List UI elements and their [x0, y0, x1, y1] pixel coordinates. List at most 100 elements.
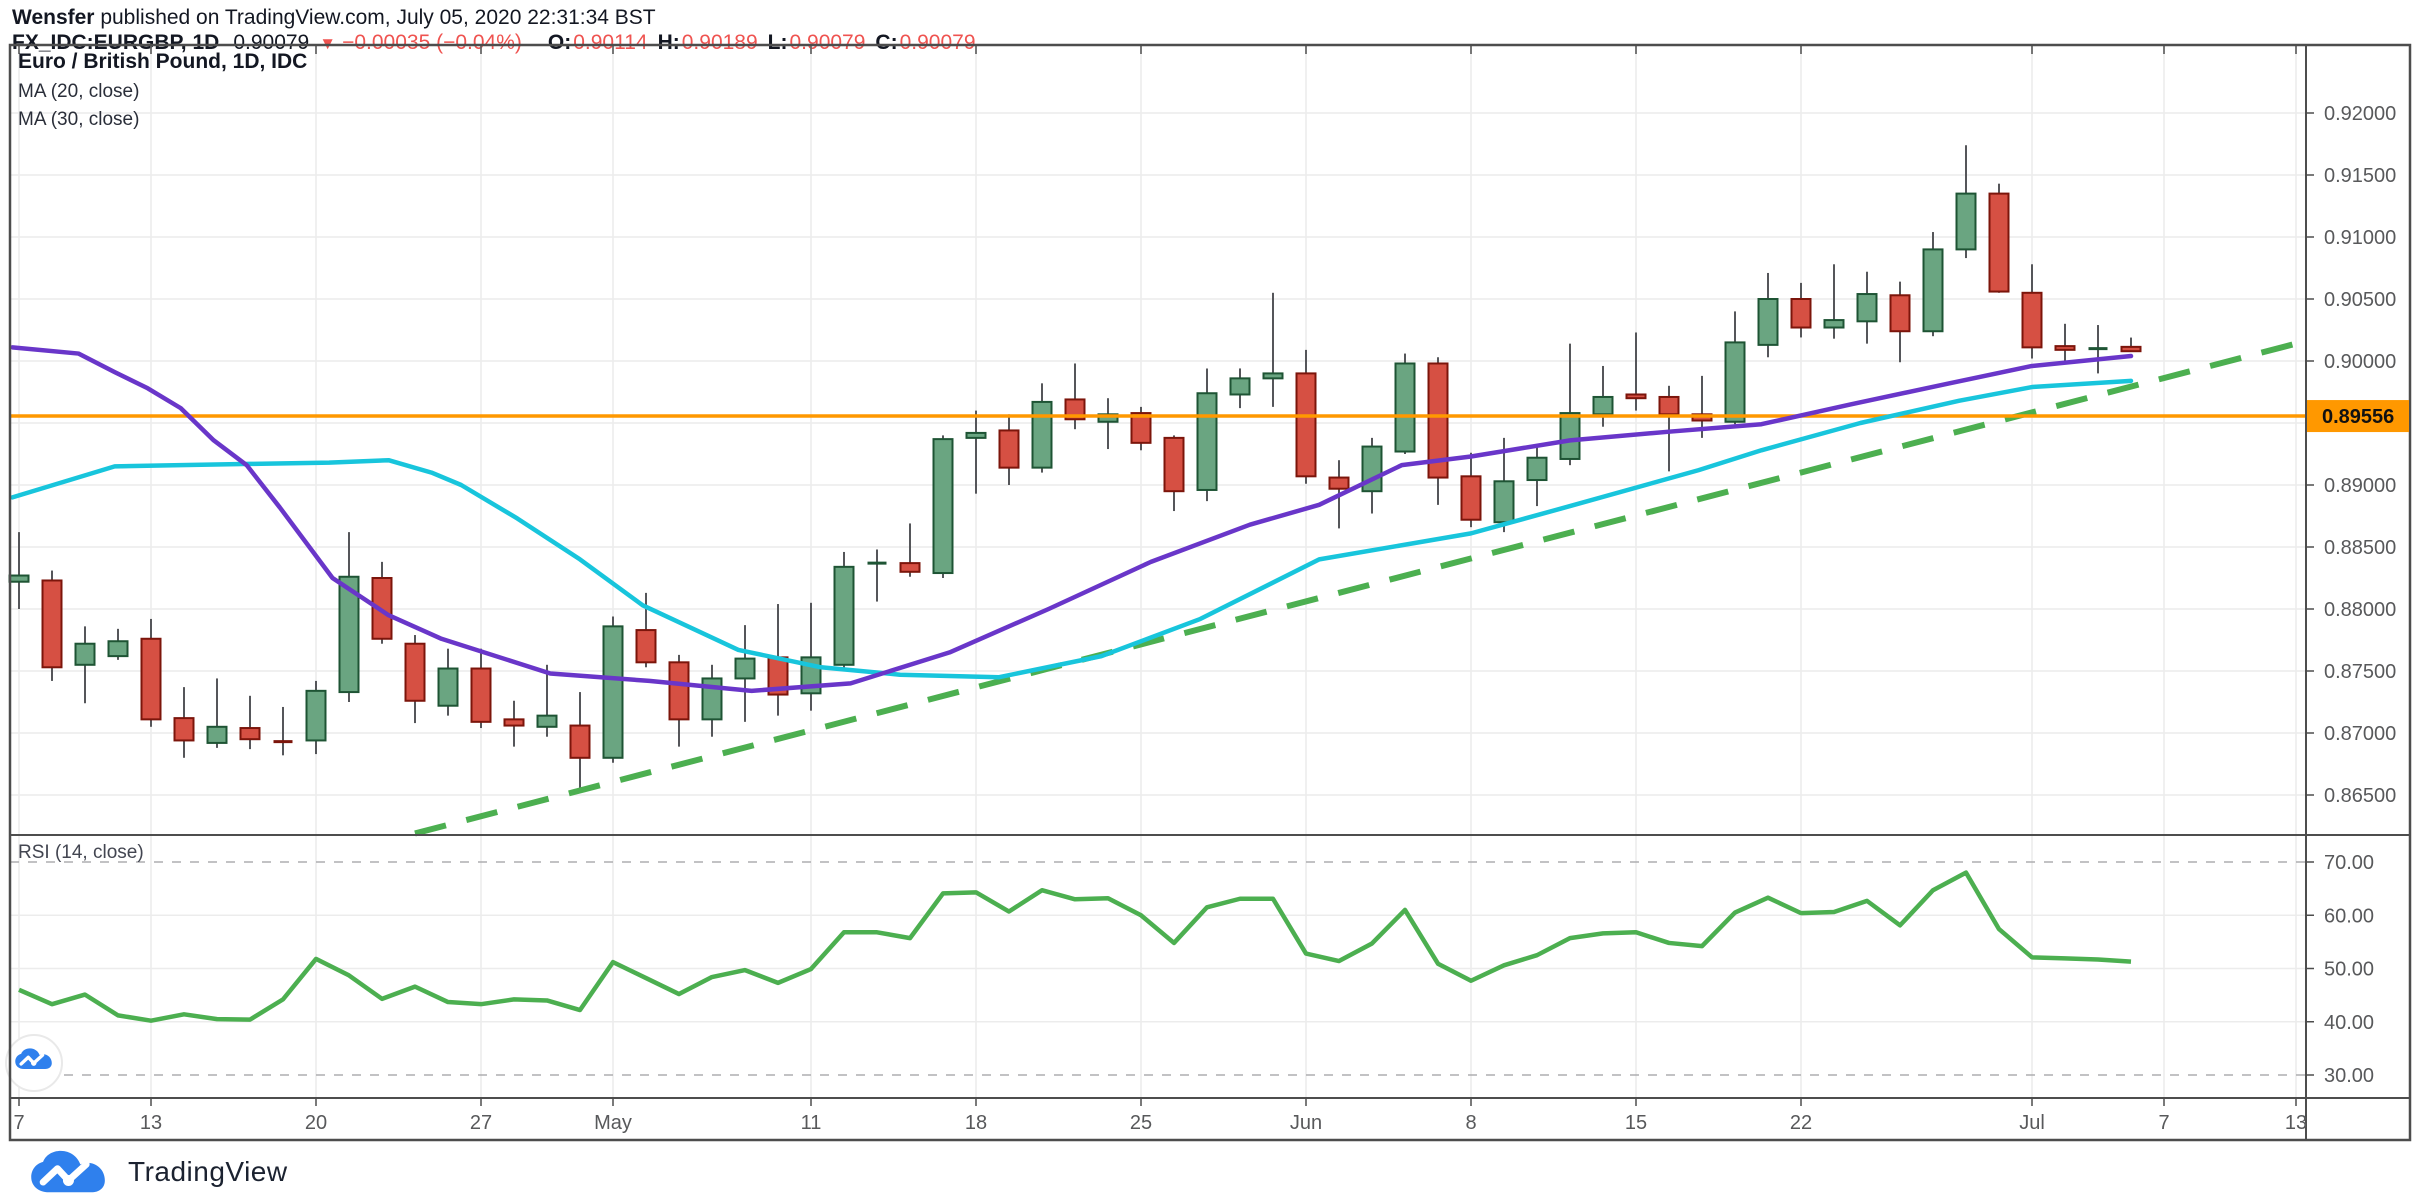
candle-body — [1724, 341, 1746, 423]
candle-body — [1955, 192, 1977, 251]
candle-body — [1658, 395, 1680, 416]
candle-body — [1295, 372, 1317, 478]
candle-body — [305, 689, 327, 742]
candle-body — [998, 429, 1020, 469]
candle-body — [503, 718, 525, 727]
ohlc-value: 0.90114 — [573, 31, 648, 54]
candle-body — [635, 629, 657, 664]
price-tick-label: 0.86500 — [2324, 785, 2396, 807]
time-tick-label[interactable]: 11 — [801, 1112, 822, 1134]
ma30-line — [10, 378, 2134, 680]
time-tick-label[interactable]: 7 — [13, 1112, 24, 1134]
author-name: Wensfer — [12, 6, 95, 29]
price-line-tag-value: 0.89556 — [2322, 406, 2394, 428]
candle-body — [1889, 294, 1911, 333]
candle-body — [1163, 436, 1185, 493]
price-change: −0.00035 (−0.04%) — [342, 31, 522, 54]
price-tick-label: 0.87000 — [2324, 723, 2396, 745]
candle-body — [668, 661, 690, 721]
candle-body — [1625, 393, 1647, 400]
price-tick-label: 0.90000 — [2324, 351, 2396, 373]
candle-body — [833, 565, 855, 666]
candle-body — [1196, 392, 1218, 491]
last-price: 0.90079 — [233, 31, 310, 54]
candle-body — [1988, 192, 2010, 293]
candle-body — [1493, 480, 1515, 524]
candle-body — [932, 438, 954, 575]
legend-ma30[interactable]: MA (30, close) — [18, 109, 140, 130]
rsi-tick-label: 40.00 — [2324, 1012, 2374, 1034]
down-triangle-icon: ▼ — [319, 34, 337, 53]
price-tick-label: 0.87500 — [2324, 661, 2396, 683]
publish-header: Wensfer published on TradingView.com, Ju… — [12, 6, 656, 30]
time-tick-label[interactable]: May — [594, 1112, 632, 1134]
time-tick-label[interactable]: 15 — [1625, 1112, 1647, 1134]
candle-body — [470, 667, 492, 723]
legend-ma20[interactable]: MA (20, close) — [18, 81, 140, 102]
candle-body — [1592, 395, 1614, 416]
ohlc-value: 0.90079 — [789, 31, 866, 54]
ma20-line — [10, 345, 2134, 694]
time-tick-label[interactable]: 7 — [2158, 1112, 2169, 1134]
time-tick-label[interactable]: Jun — [1290, 1112, 1322, 1134]
candle-body — [338, 575, 360, 694]
candle-body — [437, 667, 459, 707]
candle-body — [734, 657, 756, 680]
rsi-tick-label: 30.00 — [2324, 1065, 2374, 1087]
candle-body — [1757, 298, 1779, 346]
candle-body — [206, 725, 228, 744]
candle-body — [2054, 345, 2076, 351]
ohlc-key: O: — [547, 31, 572, 54]
candle-body — [2021, 291, 2043, 349]
candle-body — [536, 714, 558, 728]
rsi-tick-label: 60.00 — [2324, 905, 2374, 927]
time-tick-label[interactable]: 27 — [470, 1112, 492, 1134]
time-tick-label[interactable]: 18 — [965, 1112, 987, 1134]
candle-body — [1262, 372, 1284, 380]
candle-body — [1559, 412, 1581, 460]
candle-body — [140, 637, 162, 721]
candle-body — [173, 717, 195, 742]
price-tick-label: 0.89000 — [2324, 475, 2396, 497]
publish-info: published on TradingView.com, July 05, 2… — [94, 6, 656, 29]
time-tick-label[interactable]: 22 — [1790, 1112, 1812, 1134]
candle-body — [1856, 293, 1878, 323]
chart-legend: Euro / British Pound, 1D, IDC MA (20, cl… — [18, 50, 307, 137]
price-tick-label: 0.92000 — [2324, 103, 2396, 125]
time-tick-label[interactable]: 8 — [1465, 1112, 1476, 1134]
time-tick-label[interactable]: 13 — [140, 1112, 162, 1134]
ohlc-key: H: — [657, 31, 680, 54]
rsi-line — [18, 870, 2132, 1023]
candle-body — [41, 579, 63, 669]
price-tick-label: 0.91000 — [2324, 227, 2396, 249]
candle-body — [239, 727, 261, 741]
candle-body — [8, 574, 30, 583]
price-tick-label: 0.90500 — [2324, 289, 2396, 311]
ohlc-value: 0.90079 — [899, 31, 976, 54]
trendline-dashed — [414, 340, 2297, 837]
candle-body — [1790, 298, 1812, 329]
time-tick-label[interactable]: 13 — [2285, 1112, 2307, 1134]
candle-body — [899, 562, 921, 573]
candle-body — [74, 642, 96, 666]
candle-body — [1526, 456, 1548, 482]
watermark-cloud-icon — [15, 1048, 52, 1069]
candle-body — [404, 642, 426, 702]
rsi-tick-label: 50.00 — [2324, 959, 2374, 981]
tradingview-logo[interactable]: TradingView — [28, 1150, 288, 1194]
price-tick-label: 0.88500 — [2324, 537, 2396, 559]
ohlc-key: L: — [767, 31, 788, 54]
candle-body — [2120, 345, 2142, 353]
time-tick-label[interactable]: 20 — [305, 1112, 327, 1134]
cloud-logo-icon — [31, 1150, 105, 1193]
symbol-status-row: FX_IDC:EURGBP, 1D 0.90079 ▼ −0.00035 (−0.04… — [12, 31, 976, 55]
candle-body — [107, 640, 129, 658]
rsi-pane-label[interactable]: RSI (14, close) — [18, 842, 144, 863]
candle-body — [1229, 377, 1251, 396]
ohlc-key: C: — [875, 31, 898, 54]
candle-body — [1328, 476, 1350, 490]
time-tick-label[interactable]: Jul — [2019, 1112, 2045, 1134]
time-tick-label[interactable]: 25 — [1130, 1112, 1152, 1134]
